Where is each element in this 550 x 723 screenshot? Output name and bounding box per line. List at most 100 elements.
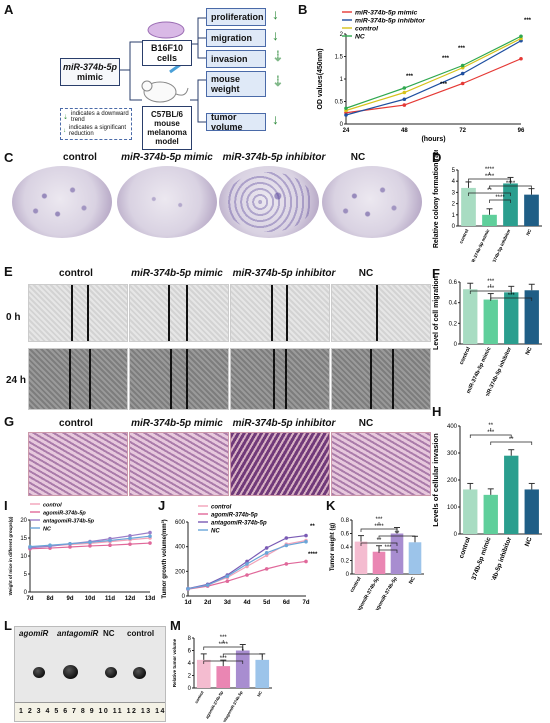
legend-label: miR-374b-5p inhibitor (355, 18, 425, 25)
legend-label: agomiR-374b-5p (211, 513, 258, 519)
x-tick-label: NC (524, 536, 534, 548)
y-tick-label: 5 (452, 168, 456, 174)
y-tick-label: 5 (24, 572, 28, 578)
x-tick-label: 12d (125, 596, 136, 602)
sig-label: ** (377, 538, 382, 544)
sig-bracket (468, 178, 511, 182)
col-header-inhibitor: miR-374b-5p inhibitor (232, 268, 336, 279)
y-tick-label: 0 (454, 342, 458, 348)
x-tick-label: antagomiR-374b-5p (221, 690, 244, 722)
sig-bracket (378, 549, 398, 553)
legend-label: NC (43, 527, 52, 533)
tumor-photo: agomiR antagomiR NC control 1 2 3 4 5 6 … (14, 626, 166, 722)
outcome-mouse-weight: mouse weight (206, 71, 266, 97)
y-tick-label: 20 (20, 518, 27, 524)
data-point (68, 545, 72, 549)
y-tick-label: 600 (175, 520, 186, 526)
panel-label-h: H (432, 404, 442, 419)
sig-label: *** (375, 517, 383, 523)
x-tick-label: 2d (204, 600, 211, 606)
col-header-nc: NC (358, 418, 374, 429)
outcome-invasion: invasion (206, 50, 266, 68)
data-point (88, 544, 92, 548)
legend-label: control (43, 503, 62, 509)
y-tick-label: 0.6 (341, 532, 350, 538)
col-header-nc: NC (358, 268, 374, 279)
outcome-migration: migration (206, 29, 266, 47)
data-point (460, 81, 465, 86)
data-point (284, 536, 289, 540)
x-tick-label: 10d (85, 596, 96, 602)
data-point (245, 573, 249, 577)
bar (482, 214, 497, 226)
tumor-nc (105, 667, 117, 678)
panel-label-k: K (326, 498, 336, 513)
sig-bracket (360, 528, 398, 532)
y-axis-label: Tumor growth volume(mm³) (161, 519, 168, 598)
tumor-agomir (33, 667, 45, 678)
sig-bracket (489, 185, 532, 189)
panel-label-g: G (4, 414, 15, 429)
y-tick-label: 1 (452, 213, 456, 219)
bar (483, 494, 498, 534)
legend-reduction: ↓ indicates a significant reduction (63, 125, 127, 137)
data-point (402, 103, 407, 107)
data-point (225, 579, 230, 583)
data-point (402, 97, 407, 102)
data-point (460, 71, 465, 76)
data-point (128, 542, 132, 546)
data-point (128, 536, 132, 541)
sig-label: **** (485, 167, 495, 173)
legend-label: control (355, 26, 378, 33)
panel-b-line-chart: OD values(450nm) 0 0.5 1 1.5 2 24 48 72 96 (hours)… (317, 10, 532, 144)
panel-i-line-chart: Weight of mice in different groups(g) 0 5 1… (8, 503, 156, 603)
bar (463, 289, 478, 344)
y-tick-label: 100 (447, 505, 458, 511)
bar (354, 541, 368, 574)
y-tick-label: 0.4 (449, 301, 458, 307)
sig-label: * (242, 649, 245, 655)
panel-label-i: I (4, 498, 8, 513)
col-header-mimic: miR-374b-5p mimic (131, 268, 223, 279)
down-arrow-icon: ↓ (272, 111, 279, 127)
data-point (264, 551, 269, 555)
panel-label-d: D (432, 150, 442, 165)
legend-label: miR-374b-5p mimic (355, 10, 418, 17)
legend-label: antagomiR-374b-5p (43, 519, 95, 525)
y-axis-label: Level of cell migration (433, 276, 440, 350)
bar (503, 183, 518, 226)
wound-0h-nc (331, 284, 431, 342)
y-tick-label: 0.2 (449, 321, 458, 327)
x-tick-label: NC (525, 228, 533, 237)
legend-trend: ⇣ indicates a downward trend (63, 111, 129, 123)
y-tick-label: 1 (340, 77, 344, 83)
data-point (344, 106, 348, 111)
bar (504, 455, 519, 534)
x-tick-label: control (458, 536, 472, 559)
colony-dish-inhibitor (219, 166, 319, 238)
tumor-antagomir (63, 665, 78, 679)
data-point (460, 63, 465, 68)
data-point (28, 544, 32, 549)
x-tick-label: 24 (343, 128, 350, 134)
data-point (225, 574, 230, 579)
y-tick-label: 0.4 (341, 545, 350, 551)
row-label-24h: 24 h (6, 375, 27, 386)
y-axis-label: OD values(450nm) (317, 48, 324, 109)
data-point (519, 34, 523, 39)
panel-label-e: E (4, 264, 13, 279)
x-tick-label: control (194, 690, 205, 704)
col-header-mimic: miR-374b-5p mimic (131, 418, 223, 429)
x-tick-label: 5d (263, 600, 270, 606)
bar (524, 194, 539, 226)
data-point (245, 564, 249, 569)
y-tick-label: 0 (346, 572, 350, 578)
y-tick-label: 15 (20, 536, 27, 542)
tumor-control (133, 667, 146, 679)
sig-label: **** (485, 174, 495, 180)
bar (372, 551, 386, 574)
y-tick-label: 0.6 (449, 280, 458, 286)
data-point (284, 543, 289, 548)
x-tick-label: 1d (184, 600, 191, 606)
y-tick-label: 0.8 (341, 518, 350, 524)
